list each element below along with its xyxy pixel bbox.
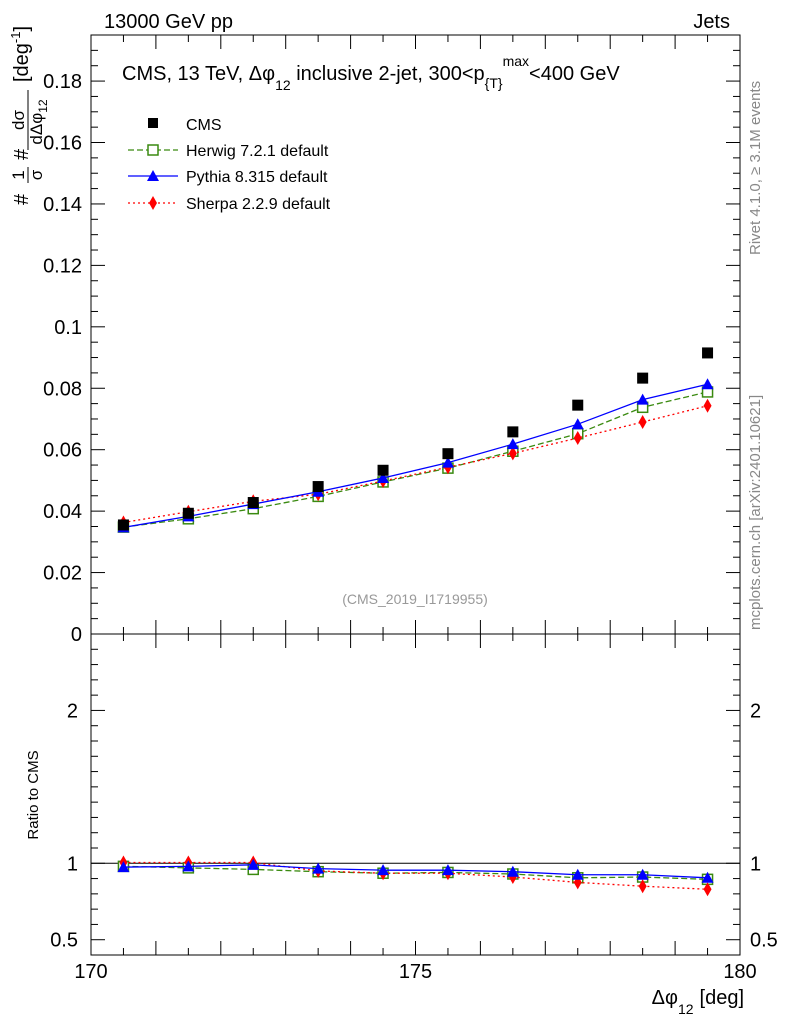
main-line-herwig (123, 391, 708, 528)
ratio-point-pythia (701, 871, 714, 883)
legend-marker-cms (148, 118, 158, 128)
main-point-sherpa (703, 398, 712, 413)
main-point-cms (117, 519, 129, 531)
main-point-pythia (377, 471, 390, 483)
ratio-point-pythia (636, 868, 649, 880)
main-y-tick-label: 0.02 (43, 563, 82, 585)
ratio-point-pythia (312, 862, 325, 874)
legend-marker-pythia (147, 170, 159, 181)
x-tick-label: 175 (399, 961, 432, 983)
main-y-tick-label: 0.18 (43, 71, 82, 93)
ratio-y-tick-label: 1 (67, 853, 78, 875)
main-point-pythia (571, 418, 584, 430)
mcplots-label: mcplots.cern.ch [arXiv:2401.10621] (747, 395, 764, 630)
ratio-line-sherpa (123, 861, 708, 890)
main-line-pythia (123, 383, 708, 529)
legend-label-herwig: Herwig 7.2.1 default (186, 143, 329, 160)
legend-label-sherpa: Sherpa 2.2.9 default (186, 196, 331, 213)
ratio-y-tick-label-right: 0.5 (750, 930, 778, 952)
x-axis-title: Δφ12 [deg] (652, 987, 744, 1017)
main-point-cms (572, 399, 584, 411)
main-point-cms (312, 481, 324, 493)
main-y-tick-label: 0.04 (43, 501, 82, 523)
svg-text:[deg-1]: [deg-1] (8, 26, 33, 82)
ratio-point-pythia (506, 865, 519, 877)
svg-text:#: # (11, 193, 33, 205)
ratio-point-sherpa (703, 882, 712, 897)
legend-label-pythia: Pythia 8.315 default (186, 169, 328, 186)
main-series-layer (117, 347, 714, 533)
main-y-tick-label: 0.1 (54, 317, 82, 339)
main-point-sherpa (573, 431, 582, 446)
svg-text:1: 1 (9, 170, 28, 179)
header-energy: 13000 GeV pp (104, 11, 233, 33)
main-point-pythia (701, 378, 714, 390)
ratio-line-herwig (123, 865, 708, 880)
main-point-cms (247, 497, 259, 509)
main-point-sherpa (508, 446, 517, 461)
svg-text:#: # (11, 148, 33, 160)
header-process: Jets (693, 11, 730, 33)
legend-entry-pythia: Pythia 8.315 default (128, 169, 328, 186)
svg-text:dΔφ12: dΔφ12 (27, 99, 50, 145)
main-y-axis-title: # 1 σ # dσ dΔφ12 [deg-1] (8, 26, 50, 205)
main-point-pythia (636, 393, 649, 405)
ratio-point-pythia (117, 861, 130, 873)
ratio-y-tick-label-right: 1 (750, 853, 761, 875)
legend: CMS Herwig 7.2.1 default Pythia 8.315 de… (128, 117, 331, 213)
main-point-cms (507, 426, 519, 438)
legend-entry-herwig: Herwig 7.2.1 default (128, 143, 329, 160)
main-point-pythia (506, 438, 519, 450)
legend-entry-sherpa: Sherpa 2.2.9 default (128, 196, 331, 213)
main-point-cms (182, 507, 194, 519)
ratio-point-pythia (377, 864, 390, 876)
ratio-point-pythia (247, 858, 260, 870)
svg-text:σ: σ (27, 169, 46, 180)
plot-title: CMS, 13 TeV, Δφ12 inclusive 2-jet, 300<p… (122, 53, 620, 93)
ratio-y-axis-title: Ratio to CMS (25, 750, 42, 839)
main-y-tick-label: 0.08 (43, 378, 82, 400)
ratio-y-tick-label: 2 (67, 700, 78, 722)
main-point-cms (377, 464, 389, 476)
main-y-tick-label: 0.16 (43, 133, 82, 155)
ratio-y-tick-label: 0.5 (50, 930, 78, 952)
legend-label-cms: CMS (186, 117, 222, 134)
main-point-pythia (441, 456, 454, 468)
ratio-series-layer (117, 855, 714, 897)
svg-text:dσ: dσ (9, 110, 28, 130)
ratio-point-pythia (182, 860, 195, 872)
axis-ticks: 170 175 180 0 0.02 0.04 0.06 0.08 0.1 0.12 0.14 0.1… (43, 34, 778, 983)
legend-entry-cms: CMS (148, 117, 222, 134)
main-y-tick-label: 0 (71, 624, 82, 646)
ratio-point-pythia (441, 864, 454, 876)
analysis-watermark: (CMS_2019_I1719955) (342, 591, 488, 607)
main-y-tick-label: 0.06 (43, 440, 82, 462)
ratio-point-pythia (571, 868, 584, 880)
main-line-sherpa (123, 405, 708, 524)
ratio-plot-frame (90, 633, 741, 956)
main-point-sherpa (638, 415, 647, 430)
main-y-tick-label: 0.14 (43, 194, 82, 216)
main-point-cms (637, 372, 649, 384)
main-y-tick-label: 0.12 (43, 255, 82, 277)
rivet-label: Rivet 4.1.0, ≥ 3.1M events (747, 81, 764, 255)
ratio-point-sherpa (638, 879, 647, 894)
legend-marker-sherpa (149, 196, 157, 210)
main-point-cms (442, 448, 454, 460)
ratio-line-pythia (123, 864, 708, 879)
x-tick-label: 170 (74, 961, 107, 983)
main-point-cms (702, 347, 714, 359)
x-tick-label: 180 (723, 961, 756, 983)
legend-marker-herwig (147, 144, 159, 156)
ratio-y-tick-label-right: 2 (750, 700, 761, 722)
